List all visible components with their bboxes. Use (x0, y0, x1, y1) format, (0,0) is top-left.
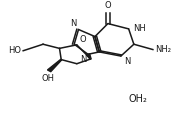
Text: NH₂: NH₂ (155, 45, 171, 54)
Polygon shape (48, 59, 62, 72)
Text: O: O (79, 35, 86, 44)
Text: N: N (70, 19, 77, 28)
Text: OH₂: OH₂ (129, 94, 147, 104)
Text: HO: HO (8, 46, 21, 55)
Text: OH: OH (42, 74, 55, 83)
Polygon shape (86, 54, 91, 59)
Text: N: N (124, 57, 130, 66)
Text: NH: NH (133, 24, 146, 33)
Text: O: O (105, 1, 111, 10)
Text: N: N (80, 55, 86, 65)
